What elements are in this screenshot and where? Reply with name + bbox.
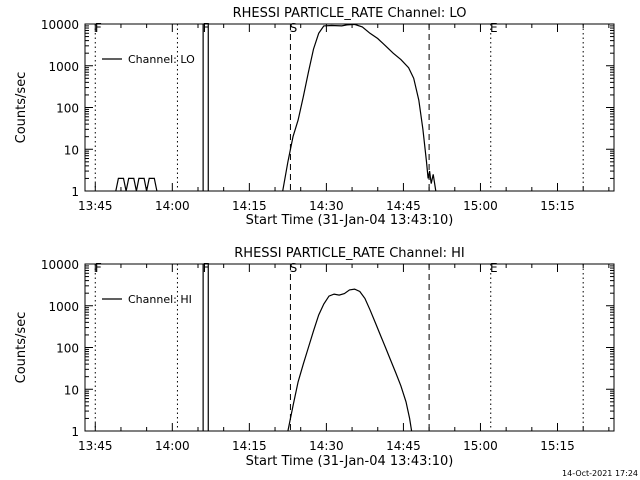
x-tick-label: 15:15 — [540, 199, 575, 213]
x-tick-label: 13:45 — [78, 199, 113, 213]
event-marker-label: F — [95, 21, 102, 35]
legend-label: Channel: HI — [128, 293, 192, 306]
y-tick-label: 10 — [64, 383, 79, 397]
x-tick-label: 15:00 — [463, 439, 498, 453]
lo-channel-panel: RHESSI PARTICLE_RATE Channel: LO 1 10 100 10… — [14, 6, 615, 228]
y-tick-label: 100 — [56, 342, 79, 356]
series-line — [282, 23, 437, 192]
y-tick-label: 1 — [71, 185, 79, 199]
series-line — [115, 177, 158, 192]
y-axis-label: Counts/sec — [14, 312, 29, 384]
x-tick-label: 14:00 — [155, 199, 190, 213]
y-tick-label: 1000 — [48, 300, 79, 314]
plot-frame — [84, 23, 615, 192]
chart-title: RHESSI PARTICLE_RATE Channel: HI — [234, 246, 464, 261]
event-marker-label: E — [490, 21, 498, 35]
footer-timestamp: 14-Oct-2021 17:24 — [562, 469, 638, 478]
hi-channel-panel: RHESSI PARTICLE_RATE Channel: HI 1 10 100 10… — [14, 246, 615, 469]
x-tick-label: 15:00 — [463, 199, 498, 213]
x-tick-label: 14:15 — [232, 199, 267, 213]
x-tick-label: 13:45 — [78, 439, 113, 453]
y-tick-label: 10 — [64, 143, 79, 157]
event-marker-label: S — [290, 21, 298, 35]
event-marker-label: S — [290, 261, 298, 275]
x-tick-label: 14:30 — [309, 199, 344, 213]
y-axis-label: Counts/sec — [14, 72, 29, 144]
event-marker-label: F — [95, 261, 102, 275]
x-tick-label: 14:00 — [155, 439, 190, 453]
chart-title: RHESSI PARTICLE_RATE Channel: LO — [233, 6, 467, 21]
y-tick-label: 10000 — [41, 18, 79, 32]
y-tick-label: 10000 — [41, 258, 79, 272]
x-tick-label: 14:30 — [309, 439, 344, 453]
y-tick-label: 1 — [71, 425, 79, 439]
x-axis-label: Start Time (31-Jan-04 13:43:10) — [246, 213, 454, 228]
x-axis-label: Start Time (31-Jan-04 13:43:10) — [246, 454, 454, 469]
event-marker-label: E — [490, 261, 498, 275]
x-tick-label: 14:15 — [232, 439, 267, 453]
y-tick-label: 1000 — [48, 60, 79, 74]
x-tick-label: 14:45 — [386, 199, 421, 213]
series-line — [287, 288, 413, 432]
event-marker-label: F — [203, 21, 210, 35]
x-tick-label: 15:15 — [540, 439, 575, 453]
legend-label: Channel: LO — [128, 53, 195, 66]
y-tick-label: 100 — [56, 102, 79, 116]
event-marker-label: F — [203, 261, 210, 275]
x-tick-label: 14:45 — [386, 439, 421, 453]
plot-frame — [84, 263, 615, 432]
